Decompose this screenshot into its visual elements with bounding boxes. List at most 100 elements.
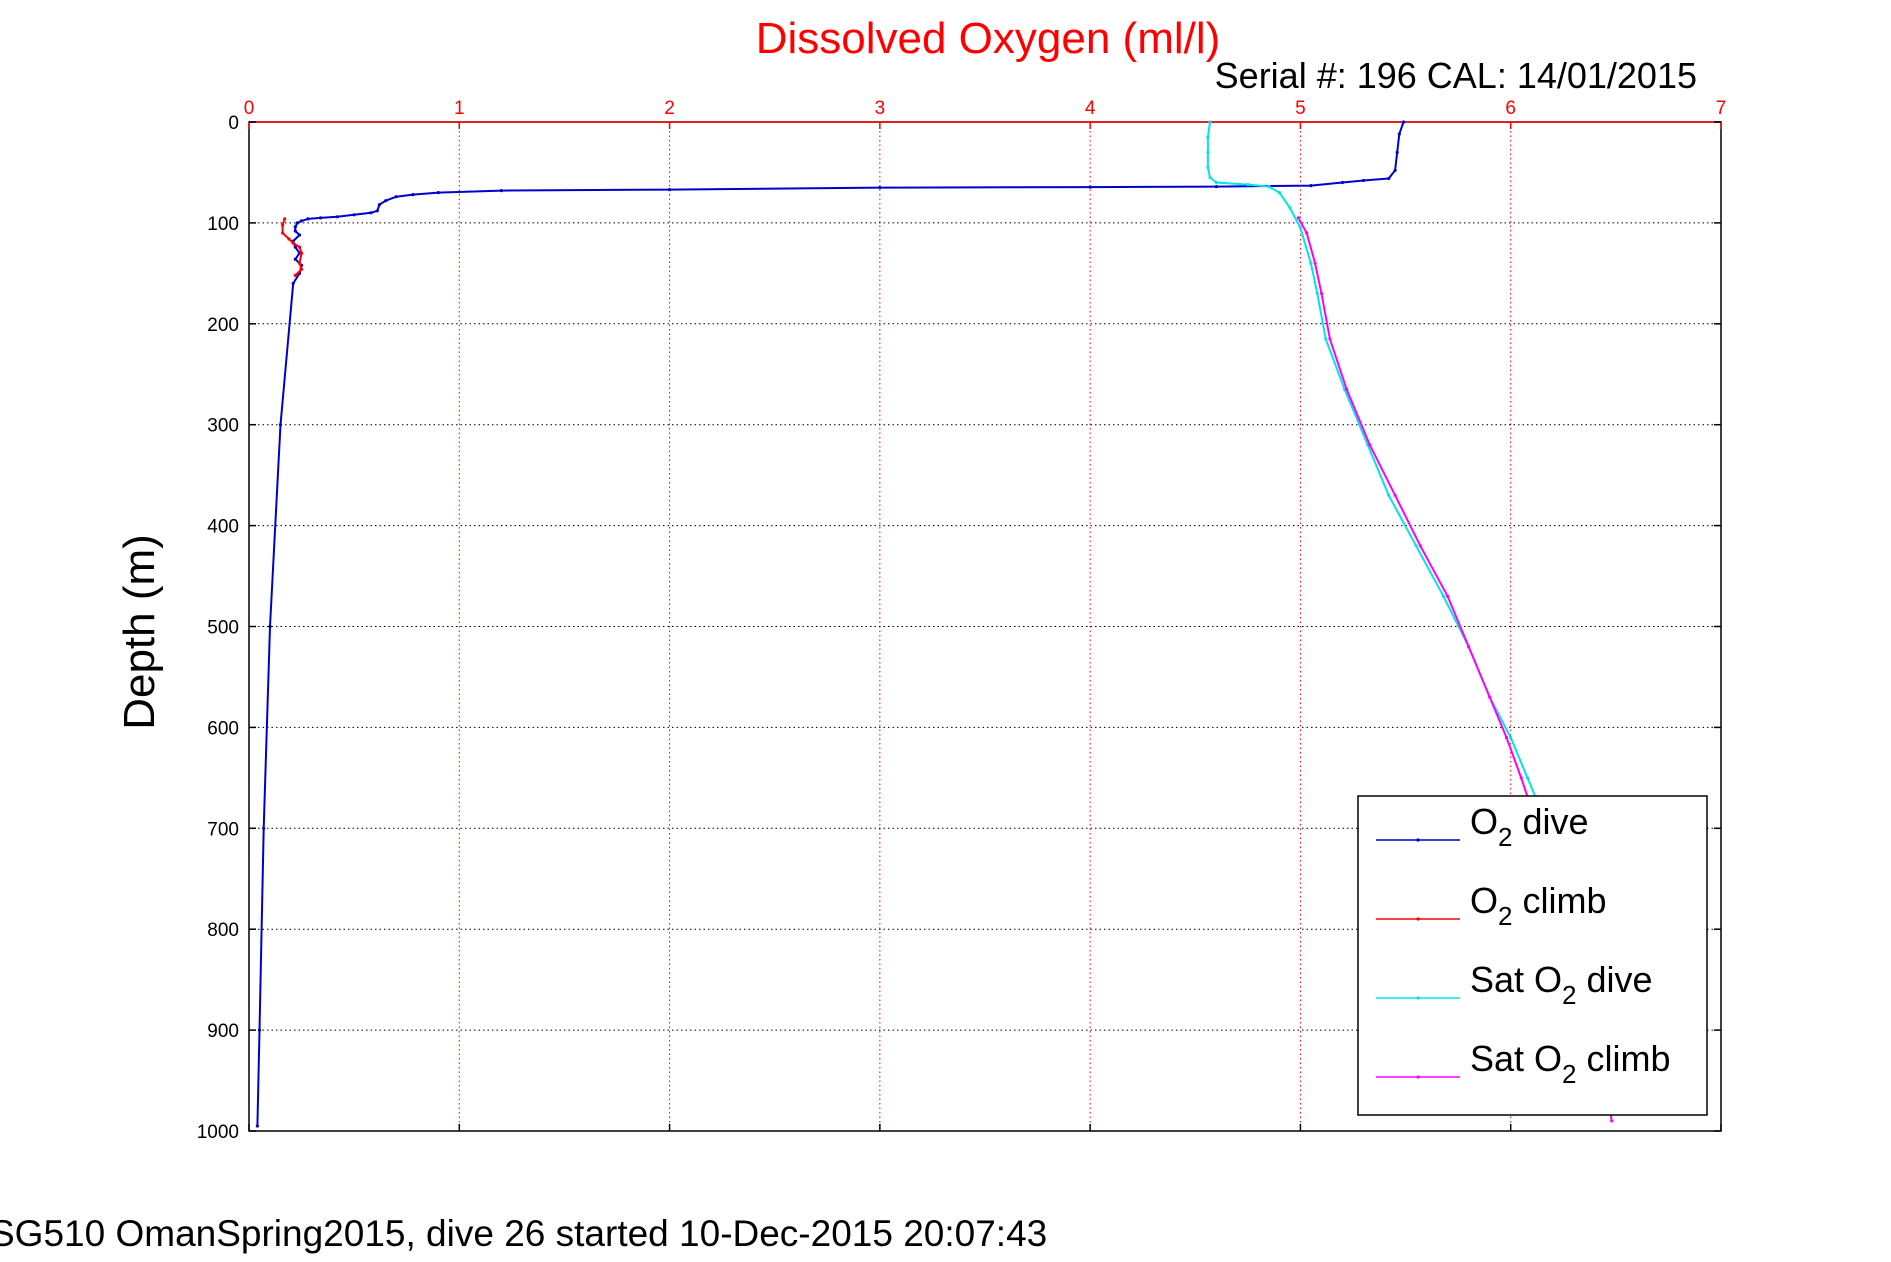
data-point-o2-dive: [1393, 168, 1397, 172]
data-point-sat-o2-dive: [1277, 191, 1281, 195]
y-tick-label: 200: [207, 315, 239, 336]
data-point-sat-o2-climb: [1296, 216, 1300, 220]
data-point-sat-o2-climb: [1319, 291, 1324, 296]
x-tick-label: 2: [664, 98, 675, 119]
tick-marks: [248, 121, 1722, 1132]
data-point-o2-dive: [1214, 185, 1218, 189]
data-point-o2-climb: [297, 261, 302, 265]
y-tick-label: 0: [228, 113, 239, 134]
data-point-o2-dive: [262, 826, 266, 830]
y-tick-label: 400: [207, 517, 239, 538]
legend-label-o2-climb: O2 climb: [1470, 880, 1607, 931]
data-point-sat-o2-dive: [1525, 776, 1530, 780]
data-point-o2-dive: [394, 195, 398, 199]
data-point-o2-dive: [293, 229, 297, 233]
data-point-o2-dive: [878, 186, 882, 190]
data-point-o2-dive: [278, 423, 283, 427]
data-point-o2-climb: [287, 237, 291, 241]
y-tick-label: 600: [207, 718, 239, 739]
data-point-o2-dive: [369, 211, 373, 215]
data-point-o2-dive: [306, 217, 310, 221]
data-point-o2-dive: [268, 624, 272, 629]
data-point-sat-o2-dive: [1309, 261, 1313, 265]
data-point-sat-o2-dive: [1206, 150, 1210, 154]
data-point-o2-dive: [293, 257, 297, 261]
data-point-o2-climb: [300, 251, 304, 255]
data-point-sat-o2-climb: [1467, 645, 1471, 649]
legend-marker-o2-climb: [1416, 917, 1420, 921]
data-point-sat-o2-dive: [1414, 544, 1418, 548]
data-point-o2-dive: [297, 233, 302, 237]
footer-caption: SG510 OmanSpring2015, dive 26 started 10…: [0, 1213, 1047, 1254]
data-point-o2-climb: [297, 245, 302, 249]
data-point-o2-climb: [293, 273, 297, 277]
legend-box: [1357, 795, 1708, 1116]
data-point-o2-dive: [291, 281, 295, 285]
data-point-o2-dive: [1361, 178, 1366, 183]
y-tick-labels: 0 100 200 300 400 500 600 700 800 900 1000: [197, 113, 239, 1143]
data-point-sat-o2-climb: [1313, 261, 1317, 265]
data-point-o2-dive: [293, 245, 297, 249]
y-axis-label: Depth (m): [115, 534, 164, 730]
data-point-sat-o2-climb: [1305, 231, 1309, 235]
data-point-o2-dive: [1309, 184, 1313, 188]
data-point-o2-dive: [335, 215, 339, 219]
x-tick-label: 3: [875, 98, 886, 119]
series-line-o2-climb: [281, 218, 303, 277]
data-point-o2-dive: [352, 213, 356, 217]
data-point-sat-o2-dive: [1387, 493, 1391, 497]
data-point-sat-o2-dive: [1206, 165, 1210, 169]
data-point-o2-dive: [375, 209, 379, 213]
legend-label-o2-dive: O2 dive: [1470, 801, 1589, 852]
legend-marker-o2-dive: [1416, 838, 1420, 842]
data-point-o2-climb: [281, 223, 285, 227]
data-point-o2-dive: [1401, 120, 1406, 124]
chart-subtitle: Serial #: 196 CAL: 14/01/2015: [1215, 55, 1697, 96]
data-point-o2-climb: [281, 231, 285, 235]
data-point-sat-o2-dive: [1246, 183, 1250, 187]
data-point-o2-climb: [300, 267, 304, 271]
data-point-sat-o2-dive: [1315, 291, 1319, 296]
data-point-sat-o2-climb: [1488, 695, 1492, 699]
x-tick-label: 1: [454, 98, 465, 119]
x-tick-label: 5: [1295, 98, 1306, 119]
data-point-sat-o2-dive: [1288, 206, 1292, 210]
data-point-o2-dive: [257, 1028, 262, 1032]
data-point-o2-dive: [295, 221, 299, 225]
data-point-o2-dive: [499, 189, 503, 193]
data-point-o2-dive: [384, 199, 388, 203]
data-point-o2-dive: [377, 203, 381, 207]
x-tick-labels: 0 1 2 3 4 5 6 7: [244, 98, 1727, 119]
grid: [249, 122, 1721, 1131]
legend-item-sat-o2-dive: Sat O2 dive: [1376, 959, 1653, 1010]
legend-label-sat-o2-dive: Sat O2 dive: [1470, 959, 1653, 1010]
chart-title: Dissolved Oxygen (ml/l): [756, 14, 1221, 63]
data-point-sat-o2-dive: [1206, 135, 1210, 139]
y-tick-label: 700: [207, 819, 239, 840]
data-point-sat-o2-climb: [1328, 337, 1332, 341]
x-tick-label: 4: [1085, 98, 1096, 119]
x-tick-label: 0: [244, 98, 255, 119]
legend-marker-sat-o2-dive: [1416, 996, 1420, 1000]
y-tick-label: 800: [207, 920, 239, 941]
data-point-o2-dive: [411, 193, 415, 197]
data-point-o2-dive: [1088, 185, 1092, 189]
data-point-sat-o2-climb: [1504, 735, 1509, 740]
data-point-sat-o2-dive: [1324, 337, 1328, 341]
legend-marker-sat-o2-climb: [1416, 1075, 1420, 1079]
y-tick-label: 500: [207, 618, 239, 639]
data-point-o2-dive: [436, 191, 440, 195]
data-point-o2-dive: [1387, 176, 1391, 181]
y-tick-label: 300: [207, 416, 239, 437]
data-point-sat-o2-dive: [1208, 120, 1212, 124]
data-point-o2-dive: [293, 225, 297, 229]
data-point-o2-climb: [291, 241, 295, 245]
data-point-sat-o2-dive: [1298, 226, 1302, 230]
x-tick-label: 6: [1505, 98, 1516, 119]
legend: O2 dive O2 climb Sat O2 dive Sat O2 climb: [1357, 795, 1708, 1116]
legend-item-o2-dive: O2 dive: [1376, 801, 1589, 852]
data-point-sat-o2-climb: [1610, 1119, 1614, 1123]
legend-item-o2-climb: O2 climb: [1376, 880, 1607, 931]
data-point-sat-o2-dive: [1208, 175, 1212, 180]
